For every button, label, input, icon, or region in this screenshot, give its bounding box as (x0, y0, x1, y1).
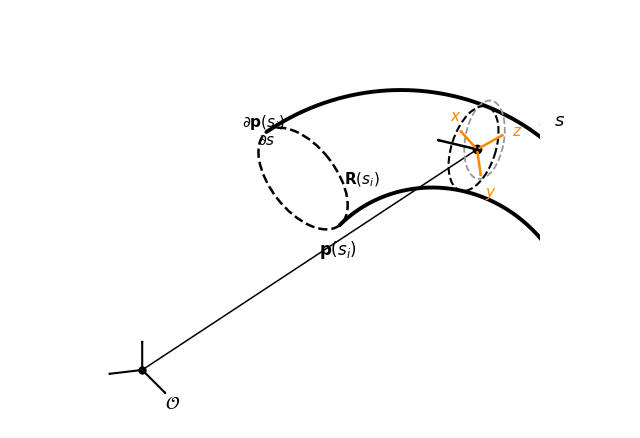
Text: $z$: $z$ (512, 123, 522, 138)
Text: $\mathbf{p}(s_i)$: $\mathbf{p}(s_i)$ (319, 238, 357, 260)
Text: $x$: $x$ (450, 109, 462, 124)
Text: $\partial\mathbf{p}(s_i)$: $\partial\mathbf{p}(s_i)$ (241, 113, 284, 131)
Text: $y$: $y$ (485, 185, 497, 201)
Text: $s$: $s$ (554, 112, 565, 130)
Text: $\mathcal{O}$: $\mathcal{O}$ (165, 394, 180, 412)
Text: $\mathbf{R}(s_i)$: $\mathbf{R}(s_i)$ (344, 170, 380, 189)
Text: $\partial s$: $\partial s$ (258, 133, 275, 148)
